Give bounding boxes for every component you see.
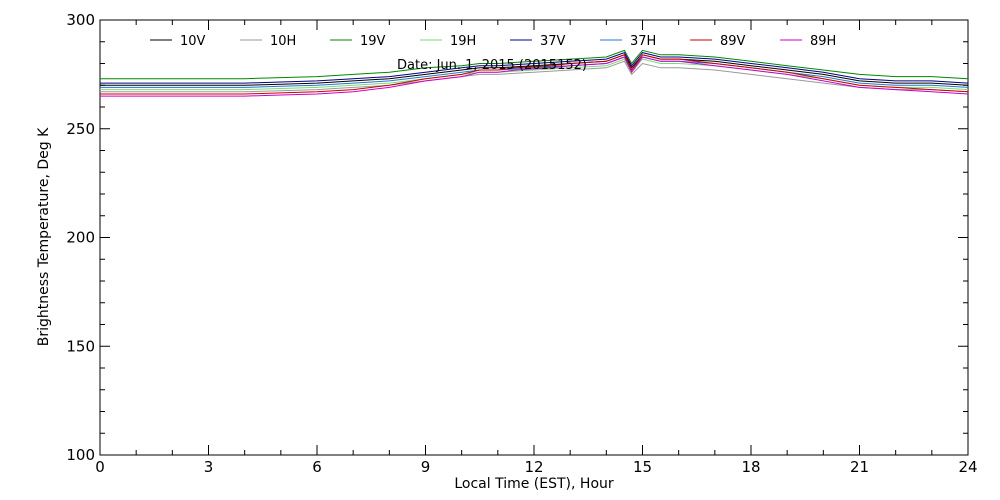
y-tick-label: 100 — [66, 446, 95, 464]
legend-label-10v: 10V — [180, 34, 206, 49]
x-tick-label: 0 — [95, 458, 105, 476]
y-tick-label: 200 — [66, 229, 95, 247]
legend-label-37h: 37H — [630, 34, 656, 49]
x-tick-label: 24 — [958, 458, 977, 476]
legend-label-19h: 19H — [450, 34, 476, 49]
series-line-89h — [100, 56, 969, 97]
y-tick-label: 250 — [66, 120, 95, 138]
series-line-89v — [100, 54, 969, 95]
x-tick-label: 21 — [850, 458, 869, 476]
legend-label-89v: 89V — [720, 34, 746, 49]
y-axis-ticks: 100 150 200 250 300 — [66, 11, 968, 464]
x-tick-label: 6 — [312, 458, 322, 476]
y-tick-label: 300 — [66, 11, 95, 29]
legend-label-10h: 10H — [270, 34, 296, 49]
x-axis-ticks: 0 3 6 9 12 15 18 21 24 — [95, 20, 978, 476]
series-line-10h — [100, 60, 969, 93]
series-line-19v — [100, 49, 969, 80]
x-tick-label: 12 — [524, 458, 543, 476]
chart-title: Date: Jun. 1, 2015 (2015152) — [397, 58, 587, 73]
legend-label-37v: 37V — [540, 34, 566, 49]
y-tick-label: 150 — [66, 337, 95, 355]
legend: 10V 10H 19V 19H 37V 37H 89V 89H — [150, 34, 836, 49]
series-line-10v — [100, 54, 969, 86]
x-tick-label: 15 — [633, 458, 652, 476]
series-lines — [100, 49, 969, 97]
legend-label-19v: 19V — [360, 34, 386, 49]
x-tick-label: 3 — [204, 458, 214, 476]
series-line-37v — [100, 51, 969, 84]
x-axis-label: Local Time (EST), Hour — [454, 476, 614, 492]
legend-label-89h: 89H — [810, 34, 836, 49]
x-tick-label: 9 — [421, 458, 431, 476]
y-axis-label: Brightness Temperature, Deg K — [36, 127, 52, 346]
x-tick-label: 18 — [741, 458, 760, 476]
